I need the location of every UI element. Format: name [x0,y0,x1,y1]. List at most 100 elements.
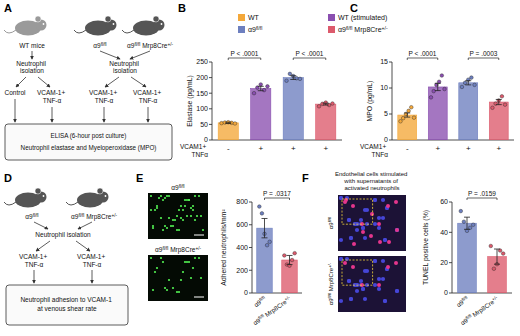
y-axis [392,62,393,140]
y-axis-label: MPO (pg/mL) [366,81,374,122]
error-cap [465,84,471,85]
cell [196,215,198,217]
point [410,105,414,109]
point [463,81,467,85]
error-bar [465,81,471,85]
point [501,252,505,256]
cell [156,207,158,209]
cell [156,205,158,207]
y-tick [389,62,392,63]
y-tick [249,202,252,203]
error-line [497,249,498,264]
x-tick-label: + [435,144,440,153]
label: WT mice [19,42,45,49]
nucleus [349,297,353,301]
y-tick-label: 0 [444,289,448,296]
bracket [265,198,290,200]
mouse-icon [4,188,47,208]
cell [178,209,180,211]
y-tick-label: 800 [236,198,248,205]
point [293,251,297,255]
nucleus [377,226,381,230]
mouse-tail [4,202,16,205]
mouse-ear [97,188,103,194]
y-tick [249,224,252,225]
cell [182,219,184,221]
error-cap [258,86,264,87]
cell [192,205,194,207]
mouse-icon [66,188,109,208]
micrograph [338,256,406,312]
error-bar [225,122,231,123]
mouse-eye [105,195,107,197]
nucleus [381,198,385,202]
figure: ABCDEFWT miceα9fl/flα9fl/fl Mrp8Cre+/-Ne… [0,0,520,336]
nucleus [363,236,367,240]
cell [166,195,168,197]
cell [168,195,170,197]
y-tick-label: 10 [380,84,388,91]
nucleus [361,226,365,230]
arrow [36,241,50,251]
label: α9fl/fl [171,184,184,191]
point [233,122,237,126]
nucleus [365,269,369,273]
cell [186,261,188,263]
nucleus [361,287,365,291]
tunel-cell [378,240,382,244]
error-line [467,217,468,229]
cell [194,257,196,259]
nucleus [377,287,381,291]
cell [166,289,168,291]
cell [162,199,164,201]
y-tick [249,293,252,294]
arrow [34,222,48,229]
y-tick [389,88,392,89]
cell [184,261,186,263]
cell [186,199,188,201]
cell [194,219,196,221]
point [503,103,507,107]
error-line [407,113,408,117]
nucleus [349,236,353,240]
point [440,74,444,78]
tunel-cell [352,242,356,246]
error-cap [435,83,441,84]
micrograph [148,193,208,239]
y-tick [249,270,252,271]
point [288,72,292,76]
mouse-tail [122,30,134,33]
bracket [228,58,261,60]
nucleus [361,287,365,291]
micrograph [338,195,406,251]
arrow [92,270,93,283]
x-tick-label: + [323,144,328,153]
bar [251,89,271,140]
error-cap [496,99,502,100]
x-tick-label: + [258,144,263,153]
label: α9fl/fl [327,217,334,229]
error-cap [404,112,410,113]
bracket [468,58,499,60]
nucleus [339,196,343,200]
cell [186,215,188,217]
y-tick [449,262,452,263]
error-line [437,83,438,90]
mouse-icon [4,16,47,36]
nucleus [339,257,343,261]
error-cap [496,104,502,105]
error-cap [225,122,231,123]
bar [458,223,477,293]
cell [184,199,186,201]
arrow [104,107,105,122]
y-tick [209,77,212,78]
p-value: P < .0001 [231,50,259,57]
tunel-cell [343,261,347,265]
cell [164,225,166,227]
point [317,105,321,109]
error-cap [435,90,441,91]
cell [180,217,182,219]
cell [172,219,174,221]
tunel-cell [377,283,381,287]
y-tick-label: 200 [236,267,248,274]
